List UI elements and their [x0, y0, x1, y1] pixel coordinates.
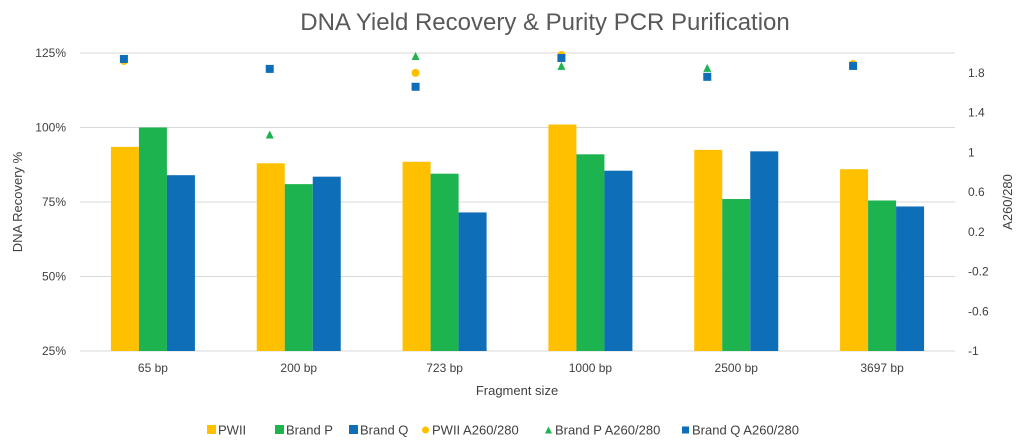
y2-tick-label: 1.4: [968, 106, 985, 120]
y2-tick-label: -1: [968, 344, 979, 358]
bar: [750, 151, 779, 351]
bar: [138, 127, 167, 351]
y-tick-label: 100%: [35, 121, 66, 135]
y-axis-left-ticks: 25% 50% 75% 100% 125%: [35, 46, 66, 358]
y2-tick-label: -0.6: [968, 304, 989, 318]
y-axis-right-title: A260/280: [1000, 174, 1015, 230]
legend-label: PWII: [218, 423, 246, 438]
bar: [284, 184, 313, 351]
legend-item: Brand Q: [349, 423, 408, 438]
legend-swatch: [422, 426, 429, 434]
x-axis-title: Fragment size: [476, 383, 558, 398]
bar: [896, 206, 925, 351]
bar: [166, 175, 195, 351]
bar: [868, 200, 897, 351]
y-tick-label: 75%: [42, 195, 66, 209]
legend-swatch: [275, 425, 284, 434]
bar: [840, 169, 869, 351]
chart-title: DNA Yield Recovery & Purity PCR Purifica…: [300, 9, 790, 36]
y-axis-left-title: DNA Recovery %: [10, 151, 25, 252]
marker-point: [557, 53, 566, 62]
legend-swatch: [349, 425, 358, 434]
marker-point: [557, 61, 566, 70]
x-tick-label: 65 bp: [138, 361, 168, 375]
marker-series: [119, 50, 858, 139]
bar: [548, 124, 577, 352]
y-tick-label: 25%: [42, 344, 66, 358]
legend-item: Brand P A260/280: [545, 423, 660, 438]
y2-tick-label: -0.2: [968, 265, 989, 279]
bar: [402, 161, 431, 351]
marker-point: [849, 61, 858, 70]
x-tick-label: 2500 bp: [715, 361, 759, 375]
marker-point: [703, 72, 712, 81]
marker-point: [411, 82, 420, 91]
y2-tick-label: 0.2: [968, 225, 985, 239]
bar: [694, 149, 723, 351]
marker-point: [703, 63, 712, 72]
gridlines: [80, 52, 955, 352]
bar: [604, 170, 633, 351]
legend-label: Brand P A260/280: [555, 423, 660, 438]
x-tick-label: 1000 bp: [569, 361, 613, 375]
legend-label: Brand Q: [360, 423, 408, 438]
x-tick-label: 200 bp: [280, 361, 317, 375]
legend: PWII Brand P Brand Q PWII A260/280 Brand P A…: [207, 423, 799, 438]
marker-point: [411, 68, 420, 77]
legend-item: Brand Q A260/280: [682, 423, 799, 438]
legend-label: PWII A260/280: [432, 423, 519, 438]
x-tick-label: 723 bp: [426, 361, 463, 375]
y2-tick-label: 1: [968, 145, 975, 159]
bar: [458, 212, 487, 351]
legend-label: Brand Q A260/280: [692, 423, 799, 438]
legend-item: Brand P: [275, 423, 333, 438]
legend-item: PWII: [207, 423, 246, 438]
y2-tick-label: 0.6: [968, 185, 985, 199]
marker-point: [265, 64, 274, 73]
legend-item: PWII A260/280: [422, 423, 519, 438]
y2-tick-label: 1.8: [968, 66, 985, 80]
x-axis-ticks: 65 bp 200 bp 723 bp 1000 bp 2500 bp 3697 bp: [138, 361, 904, 375]
bar: [722, 199, 751, 351]
y-axis-right-ticks: -1 -0.6 -0.2 0.2 0.6 1 1.4 1.8: [968, 66, 989, 358]
legend-swatch: [207, 425, 216, 434]
y-tick-label: 125%: [35, 46, 66, 60]
bar: [256, 163, 285, 351]
bar: [110, 146, 139, 351]
legend-swatch: [545, 426, 552, 434]
marker-point: [411, 51, 420, 60]
marker-point: [119, 54, 128, 63]
marker-point: [265, 130, 274, 139]
bar: [312, 176, 341, 351]
legend-swatch: [682, 426, 689, 434]
bar-series: [110, 124, 925, 352]
bar: [430, 173, 459, 351]
y-tick-label: 50%: [42, 270, 66, 284]
x-tick-label: 3697 bp: [860, 361, 904, 375]
bar: [576, 154, 605, 351]
legend-label: Brand P: [286, 423, 333, 438]
